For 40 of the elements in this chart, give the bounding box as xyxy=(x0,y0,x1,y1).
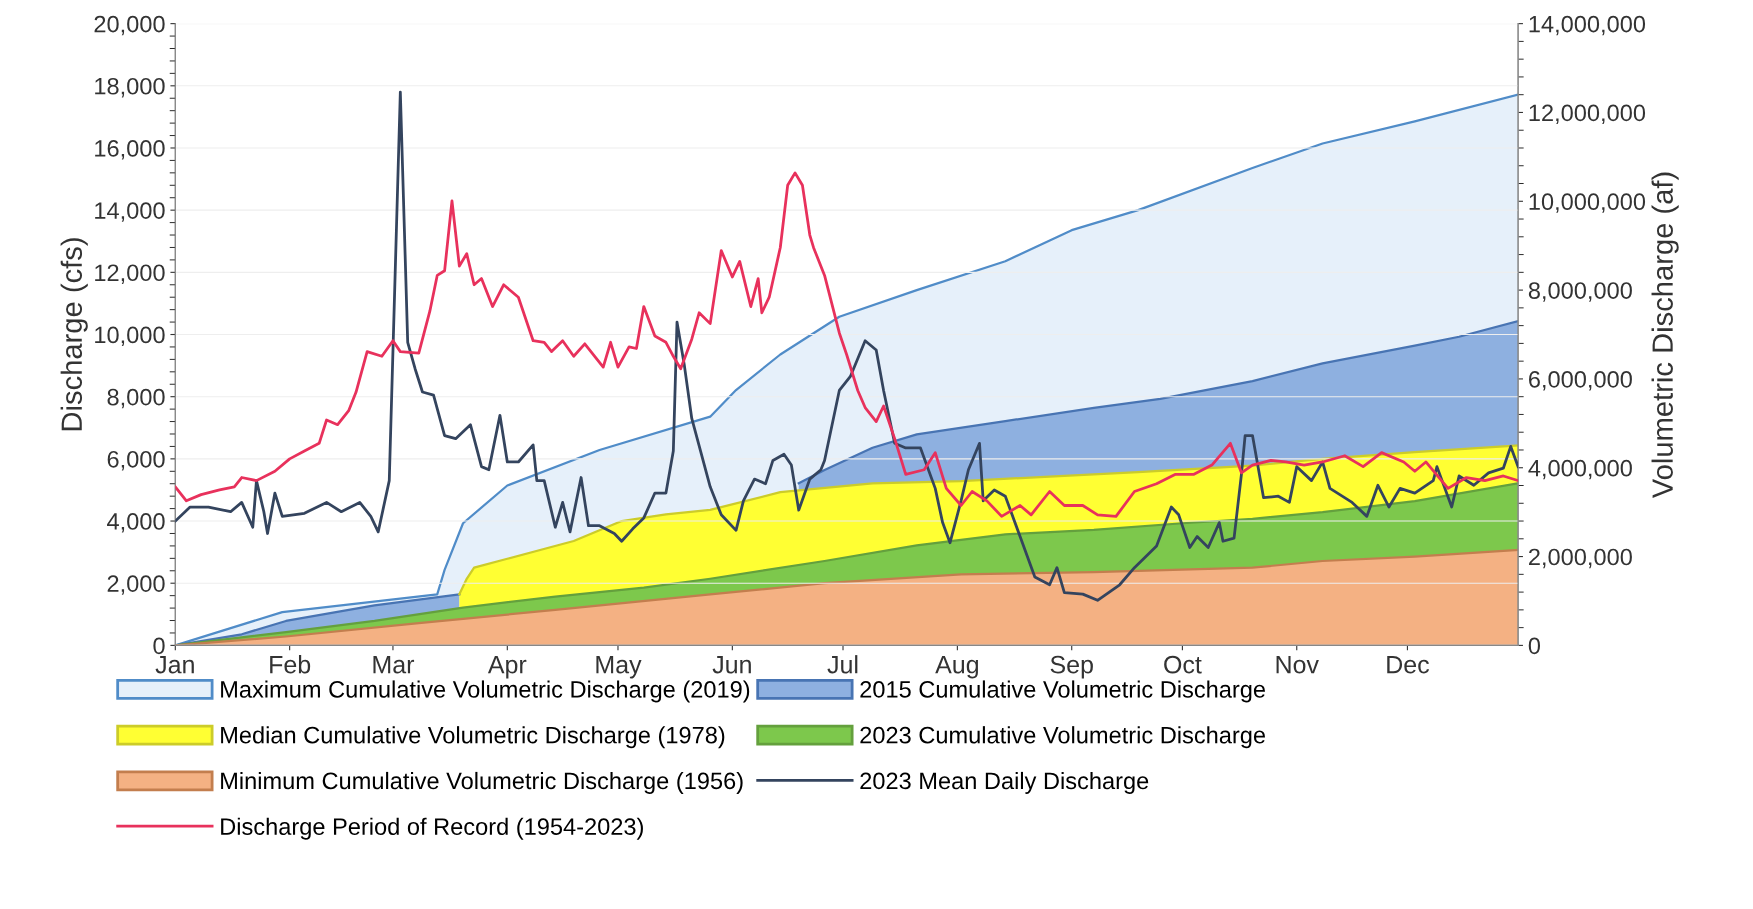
x-tick-label: Apr xyxy=(487,656,527,679)
x-tick-label: Nov xyxy=(1276,656,1319,674)
y2-tick-label: 14,000,000 xyxy=(1529,15,1646,36)
y2-tick-label: 12,000,000 xyxy=(1529,104,1646,125)
y-tick-label: 8,000 xyxy=(107,388,165,409)
y-tick-label: 14,000 xyxy=(95,202,165,222)
x-tick-label: Sep xyxy=(1050,655,1093,679)
y2-tick-label: 4,000,000 xyxy=(1528,459,1632,480)
y-tick-label: 12,000 xyxy=(95,264,165,284)
legend-label: 2015 Cumulative Volumetric Discharge xyxy=(860,680,1265,703)
x-tick-label: May xyxy=(596,656,642,679)
x-tick-label: Jan xyxy=(155,656,194,674)
y2-tick-label: 2,000,000 xyxy=(1529,548,1632,569)
legend-label: Maximum Cumulative Volumetric Discharge (2019) xyxy=(221,680,750,703)
y-tick-label: 10,000 xyxy=(95,326,165,347)
legend-label: 2023 Mean Daily Discharge xyxy=(860,771,1149,794)
y2-tick-label: 10,000,000 xyxy=(1529,193,1646,213)
legend-label: Median Cumulative Volumetric Discharge (1978) xyxy=(221,726,725,749)
x-tick-label: Mar xyxy=(373,656,415,674)
x-tick-label: Jun xyxy=(712,656,751,674)
y2-tick-label: 8,000,000 xyxy=(1528,282,1632,302)
x-tick-label: Feb xyxy=(270,655,311,674)
legend-label: Discharge Period of Record (1954-2023) xyxy=(221,817,643,840)
y-tick-label: 4,000 xyxy=(107,513,165,533)
x-tick-label: Jul xyxy=(827,655,858,674)
legend-label: Minimum Cumulative Volumetric Discharge (1956) xyxy=(221,771,743,794)
y-tick-label: 0 xyxy=(153,637,165,655)
x-tick-label: Oct xyxy=(1164,655,1202,674)
y-tick-label: 20,000 xyxy=(94,15,165,36)
y2-tick-label: 0 xyxy=(1528,637,1541,655)
y-axis-title: Discharge (cfs) xyxy=(60,238,88,431)
y2-tick-label: 6,000,000 xyxy=(1529,370,1632,391)
x-tick-label: Dec xyxy=(1387,656,1429,674)
y-tick-label: 6,000 xyxy=(107,450,165,471)
legend-label: 2023 Cumulative Volumetric Discharge xyxy=(860,726,1265,749)
y2-axis-title: Volumetric Discharge (af) xyxy=(1651,172,1679,499)
y-tick-label: 18,000 xyxy=(95,77,165,98)
y-tick-label: 2,000 xyxy=(107,575,165,595)
y-tick-label: 16,000 xyxy=(95,140,165,160)
x-tick-label: Aug xyxy=(935,656,978,679)
